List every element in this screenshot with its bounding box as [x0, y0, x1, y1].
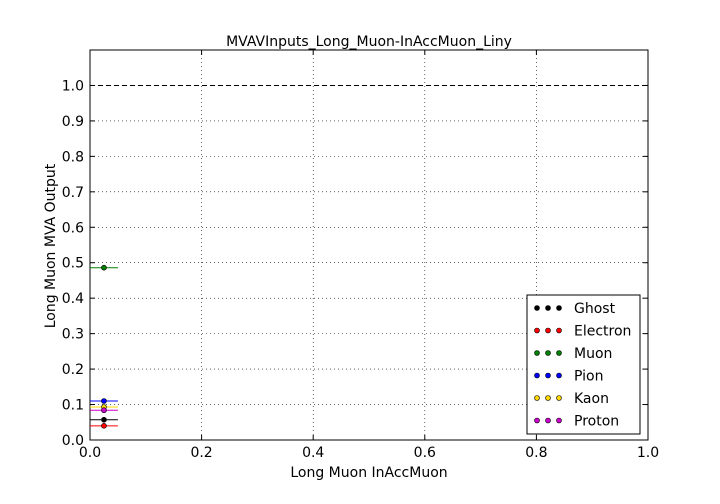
legend: Ghost Electron Muon Pion Kaon Proton — [526, 294, 641, 435]
legend-label: Pion — [574, 369, 603, 385]
data-point — [101, 264, 107, 271]
legend-marker — [556, 395, 562, 401]
legend-marker — [534, 417, 540, 424]
legend-marker — [545, 305, 551, 311]
y-tick-label: 0.2 — [62, 362, 84, 378]
legend-box — [526, 294, 641, 435]
legend-marker — [556, 350, 562, 356]
data-point — [101, 423, 107, 429]
series-electron — [90, 423, 118, 429]
data-point — [101, 416, 107, 423]
y-tick-label: 0.0 — [62, 433, 84, 449]
x-axis-label: Long Muon InAccMuon — [290, 465, 447, 481]
series-proton — [90, 407, 118, 414]
plot-frame — [89, 49, 649, 441]
legend-item-electron: Electron — [534, 324, 631, 340]
legend-item-proton: Proton — [534, 414, 619, 430]
legend-marker — [534, 327, 540, 334]
series-pion — [90, 398, 118, 404]
legend-marker — [534, 350, 540, 356]
legend-marker — [545, 350, 551, 356]
legend-marker — [545, 417, 551, 424]
legend-marker — [545, 327, 551, 334]
y-tick-label: 0.5 — [62, 256, 84, 272]
legend-marker — [556, 417, 562, 424]
x-tick-label: 0.6 — [414, 445, 436, 461]
legend-label: Kaon — [574, 391, 609, 407]
x-tick-label: 0.2 — [190, 445, 212, 461]
data-point — [101, 398, 107, 404]
y-tick-label: 0.4 — [62, 291, 84, 307]
legend-label: Ghost — [574, 301, 616, 317]
legend-item-ghost: Ghost — [534, 301, 616, 317]
y-tick-label: 0.9 — [62, 114, 84, 130]
legend-marker — [556, 305, 562, 311]
x-tick-label: 0.0 — [79, 445, 101, 461]
x-tick-label: 0.8 — [525, 445, 547, 461]
y-tick-label: 0.7 — [62, 185, 84, 201]
legend-item-kaon: Kaon — [534, 391, 609, 407]
data-point — [101, 407, 107, 414]
x-tick-label: 1.0 — [637, 445, 659, 461]
legend-marker — [534, 395, 540, 401]
y-tick-label: 0.1 — [62, 398, 84, 414]
x-tick-label: 0.4 — [302, 445, 324, 461]
legend-marker — [556, 327, 562, 334]
chart-title: MVAVInputs_Long_Muon-InAccMuon_Liny — [226, 34, 512, 50]
legend-marker — [545, 372, 551, 379]
legend-label: Electron — [574, 324, 631, 340]
y-axis-label: Long Muon MVA Output — [43, 163, 59, 328]
legend-label: Proton — [574, 414, 619, 430]
y-tick-label: 1.0 — [62, 78, 84, 94]
legend-marker — [534, 305, 540, 311]
legend-label: Muon — [574, 346, 612, 362]
legend-item-pion: Pion — [534, 369, 603, 385]
legend-marker — [556, 372, 562, 379]
y-tick-label: 0.6 — [62, 220, 84, 236]
series-ghost — [90, 416, 118, 423]
y-tick-label: 0.8 — [62, 149, 84, 165]
y-tick-label: 0.3 — [62, 327, 84, 343]
legend-marker — [545, 395, 551, 401]
legend-marker — [534, 372, 540, 379]
legend-item-muon: Muon — [534, 346, 612, 362]
series-muon — [90, 264, 118, 271]
